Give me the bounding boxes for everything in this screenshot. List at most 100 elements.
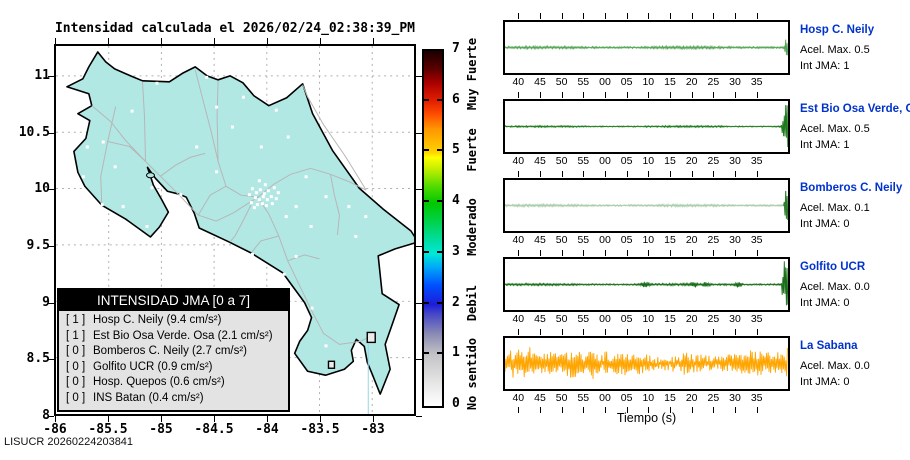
- time-tick: [691, 329, 693, 335]
- time-tick: [669, 171, 671, 177]
- time-tick: [713, 92, 715, 98]
- time-tick: [561, 171, 563, 177]
- seismogram-panel-0: [503, 20, 790, 75]
- time-tick-label: 25: [707, 155, 720, 167]
- time-tick-label: 25: [707, 76, 720, 88]
- legend-item: [ 0 ] INS Batan (0.4 cm/s²): [59, 391, 288, 407]
- seismogram-trace-canvas: [505, 104, 788, 148]
- time-tick-label: 10: [642, 392, 655, 404]
- seismogram-trace-canvas: [505, 347, 788, 379]
- y-tick: [48, 132, 54, 134]
- y-tick-label: 11: [34, 68, 50, 83]
- station-name: Hosp C. Neily: [800, 24, 875, 36]
- time-tick-label: 20: [685, 313, 698, 325]
- time-tick-label: 20: [685, 76, 698, 88]
- time-tick: [583, 407, 585, 413]
- colorbar-tick-label: 7: [452, 41, 460, 56]
- time-tick-label: 25: [707, 313, 720, 325]
- x-tick: [320, 38, 321, 44]
- y-tick: [48, 189, 54, 191]
- y-tick: [416, 76, 422, 77]
- time-tick: [626, 171, 628, 177]
- time-tick: [669, 329, 671, 335]
- y-tick: [416, 189, 422, 191]
- legend-item: [ 0 ] Bomberos C. Neily (2.7 cm/s²): [59, 344, 288, 360]
- time-tick-label: 55: [577, 155, 590, 167]
- legend-item: [ 0 ] Golfito UCR (0.9 cm/s²): [59, 360, 288, 376]
- x-tick: [214, 38, 215, 44]
- seismogram-trace-canvas: [505, 261, 788, 306]
- seismogram-panel-1: [503, 99, 790, 154]
- time-tick: [561, 329, 563, 335]
- time-tick: [626, 407, 628, 413]
- time-tick: [604, 171, 606, 177]
- y-tick: [416, 359, 422, 361]
- time-tick: [518, 92, 520, 98]
- time-tick: [735, 92, 736, 98]
- time-tick: [539, 13, 541, 19]
- colorbar-tick: [424, 301, 429, 304]
- legend-item-intensity: [ 1 ]: [66, 314, 86, 326]
- time-tick-label: 35: [750, 234, 763, 246]
- x-tick: [108, 416, 109, 422]
- y-tick-label: 10: [34, 181, 50, 197]
- time-tick-label: 15: [664, 392, 676, 404]
- time-tick-label: 50: [555, 155, 568, 167]
- y-tick: [48, 359, 54, 361]
- colorbar-tick: [424, 98, 429, 101]
- time-tick: [648, 171, 650, 177]
- time-tick: [604, 92, 606, 98]
- colorbar-tick: [424, 250, 429, 253]
- colorbar-tick: [437, 98, 442, 101]
- colorbar-tick-label: 5: [452, 142, 460, 158]
- time-tick: [713, 329, 715, 335]
- time-tick: [756, 92, 758, 98]
- colorbar-tick-label: 2: [452, 294, 460, 310]
- time-tick-label: 45: [534, 392, 546, 404]
- time-tick: [626, 92, 628, 98]
- time-tick: [583, 329, 585, 335]
- time-tick: [648, 13, 650, 19]
- time-tick: [756, 407, 758, 413]
- y-tick: [416, 416, 422, 417]
- time-tick: [691, 407, 693, 413]
- x-tick-label: -83.5: [300, 422, 340, 437]
- y-tick: [48, 246, 54, 247]
- waveform-trace: [505, 190, 788, 221]
- y-tick-label: 8.5: [26, 351, 50, 367]
- time-tick: [735, 13, 736, 19]
- colorbar-tick-label: 0: [452, 396, 460, 411]
- time-tick-label: 35: [750, 392, 763, 404]
- colorbar-tick: [424, 149, 429, 152]
- time-tick-label: 50: [555, 313, 568, 325]
- y-tick: [48, 302, 54, 304]
- legend-item-label: Hosp. Quepos (0.6 cm/s²): [93, 376, 225, 389]
- time-tick-label: 30: [729, 155, 741, 167]
- time-tick-label: 40: [512, 392, 525, 404]
- time-tick: [604, 250, 606, 256]
- waveform-spike: [783, 190, 788, 221]
- y-tick: [416, 302, 422, 304]
- time-tick: [713, 171, 715, 177]
- x-tick-label: -84.5: [194, 422, 234, 437]
- waveform-trace: [505, 104, 788, 148]
- time-tick: [756, 250, 758, 256]
- legend-item-label: Est Bio Osa Verde. Osa (2.1 cm/s²): [93, 329, 273, 342]
- seismogram-trace-canvas: [505, 39, 788, 56]
- time-tick: [735, 250, 736, 256]
- time-tick: [648, 329, 650, 335]
- legend-item-intensity: [ 0 ]: [66, 376, 86, 389]
- time-tick: [713, 250, 715, 256]
- waveform-trace: [505, 39, 788, 56]
- time-tick-label: 55: [577, 234, 590, 246]
- time-tick: [583, 92, 585, 98]
- legend-item: [ 1 ] Hosp C. Neily (9.4 cm/s²): [59, 313, 288, 329]
- time-tick: [713, 407, 715, 413]
- y-tick: [416, 246, 422, 247]
- time-tick-label: 25: [707, 234, 720, 246]
- time-tick-label: 45: [534, 234, 546, 246]
- time-tick: [648, 250, 650, 256]
- x-tick: [55, 416, 56, 422]
- time-tick-label: 10: [642, 76, 655, 88]
